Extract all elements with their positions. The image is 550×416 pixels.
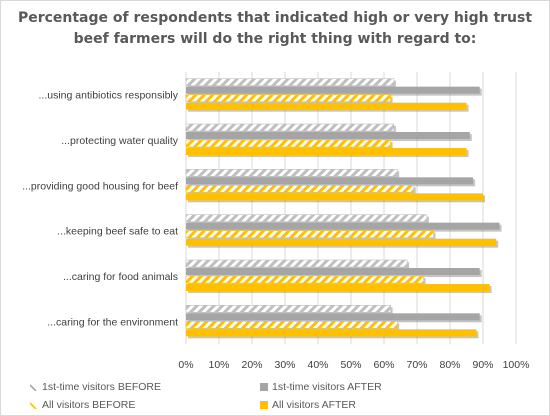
legend-item: All visitors BEFORE [30,398,135,412]
x-tick-label: 80% [439,359,460,371]
legend-swatch [260,383,268,391]
bar [186,329,477,337]
bar [185,123,395,132]
category-label: ...using antibiotics responsibly [39,90,179,102]
legend-label: 1st-time visitors AFTER [272,381,382,393]
legend-swatch [30,383,38,391]
bar [185,259,408,268]
bar [185,275,424,284]
x-tick-label: 90% [472,359,493,371]
x-tick-label: 70% [406,359,427,371]
bar [186,238,497,246]
bar [186,132,470,139]
bar [185,78,395,86]
bar [185,94,391,102]
legend-swatch [30,401,38,409]
bar [185,214,428,222]
chart-legend: 1st-time visitors BEFORE 1st-time visitor… [12,380,512,414]
bar [185,185,414,193]
x-tick-label: 100% [503,359,530,371]
category-label: ...protecting water quality [61,135,178,147]
chart-title: Percentage of respondents that indicated… [17,10,533,47]
bar [186,148,467,155]
bar [185,139,391,148]
category-label: ...keeping beef safe to eat [57,226,178,238]
legend-label: All visitors AFTER [272,399,357,411]
bar [186,86,480,94]
x-tick-label: 10% [208,359,229,371]
bar [186,313,480,321]
category-label: ...providing good housing for beef [22,180,178,192]
x-tick-label: 50% [340,359,361,371]
x-tick-label: 30% [274,359,295,371]
legend-item: 1st-time visitors BEFORE [30,380,161,394]
bar [185,321,398,329]
category-label: ...caring for the environment [47,316,178,328]
legend-item: 1st-time visitors AFTER [260,380,382,394]
category-label: ...caring for food animals [63,271,178,283]
bar [186,102,467,110]
bar [186,177,474,185]
x-tick-label: 0% [178,359,193,371]
legend-label: 1st-time visitors BEFORE [42,381,162,393]
bar [185,305,391,313]
legend-swatch [260,401,268,409]
bar [186,284,490,291]
bar [186,268,480,275]
bar [185,169,398,177]
x-tick-label: 60% [373,359,394,371]
bar [185,230,434,238]
legend-label: All visitors BEFORE [42,399,136,411]
bar [186,193,483,201]
x-tick-label: 40% [307,359,328,371]
x-tick-label: 20% [241,359,262,371]
bar-chart: ...using antibiotics responsibly ...prote… [22,72,530,371]
bar [186,222,500,230]
legend-item: All visitors AFTER [260,398,356,412]
